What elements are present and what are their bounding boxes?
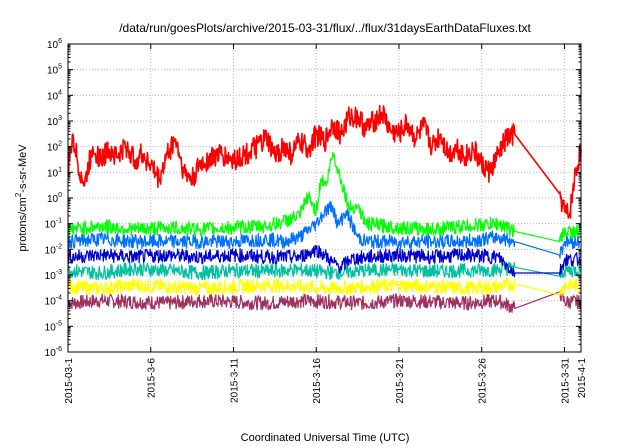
y-tick-label-3: 103 [47, 115, 62, 128]
y-axis-label-base: protons/cm [17, 197, 29, 251]
y-tick-label-1: 105 [47, 64, 62, 77]
series-5 [67, 277, 582, 296]
series-2 [67, 200, 582, 259]
chart-title: /data/run/goesPlots/archive/2015-03-31/f… [119, 21, 531, 35]
y-tick-label-0: 106 [47, 38, 62, 51]
x-tick-label-3: 2015-3-16 [312, 358, 323, 404]
x-tick-label-2: 2015-3-11 [229, 358, 240, 403]
y-tick-label-9: 10-3 [45, 269, 62, 282]
series-line-1 [67, 151, 582, 243]
x-axis-label: Coordinated Universal Time (UTC) [241, 432, 410, 444]
y-tick-label-2: 104 [47, 89, 62, 102]
series-line-5 [67, 277, 582, 296]
y-axis-label: protons/cm2-s-sr-MeV [14, 144, 29, 252]
series-1 [67, 151, 582, 243]
x-axis-ticks: 2015-03-1 2015-3-6 2015-3-11 2015-3-16 2015-… [64, 44, 588, 404]
y-axis-ticks: 106 105 104 103 102 101 100 10-1 10-2 10-3 10-4 10-… [45, 38, 581, 359]
x-tick-label-4: 2015-3-21 [395, 358, 406, 404]
series-line-2 [67, 200, 582, 259]
y-axis-label-rest: -s-sr-MeV [17, 144, 29, 193]
y-tick-label-8: 10-2 [45, 243, 62, 256]
y-tick-label-11: 10-5 [45, 320, 62, 333]
y-tick-label-7: 10-1 [45, 218, 62, 231]
y-axis-label-sup: 2 [14, 192, 23, 197]
x-tick-label-5: 2015-3-26 [478, 358, 489, 404]
y-tick-label-4: 102 [47, 141, 62, 154]
series-line-0 [67, 104, 582, 219]
series-3 [67, 244, 582, 278]
grid [68, 44, 581, 352]
y-tick-label-12: 10-6 [45, 346, 62, 359]
series-line-3 [67, 244, 582, 278]
series-layer [67, 104, 582, 314]
x-tick-label-1: 2015-3-6 [147, 358, 158, 398]
x-tick-label-0: 2015-03-1 [64, 358, 75, 404]
y-tick-label-10: 10-4 [45, 295, 62, 308]
series-line-6 [68, 289, 582, 314]
series-0 [67, 104, 582, 219]
series-line-4 [67, 261, 582, 281]
x-tick-label-7: 2015-4-1 [577, 358, 588, 398]
series-6 [68, 289, 582, 314]
series-4 [67, 261, 582, 281]
y-tick-label-6: 100 [47, 192, 62, 205]
x-tick-label-6: 2015-3-31 [560, 358, 571, 404]
y-tick-label-5: 101 [47, 166, 62, 179]
